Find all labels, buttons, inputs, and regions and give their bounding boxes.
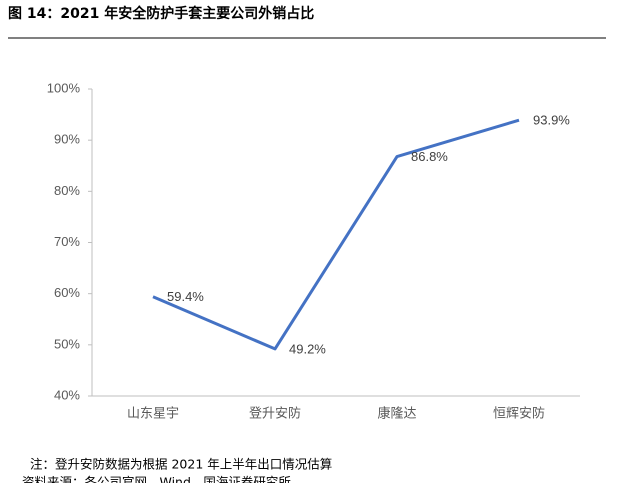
line: [152, 118, 520, 351]
y-tick-label: 70%: [54, 234, 80, 249]
y-tick-label: 40%: [54, 387, 80, 402]
y-tick-label: 50%: [54, 336, 80, 351]
note: 注：登升安防数据为根据 2021 年上半年出口情况估算: [30, 457, 332, 472]
value-label: 86.8%: [411, 149, 448, 164]
y-tick-label: 100%: [47, 80, 81, 95]
x-tick-label: 登升安防: [249, 405, 301, 420]
x-tick-label: 恒辉安防: [493, 405, 545, 420]
value-label: 49.2%: [289, 341, 326, 356]
chart-title: 图 14：2021 年安全防护手套主要公司外销占比: [8, 5, 314, 22]
y-tick-label: 60%: [54, 285, 80, 300]
x-tick-label: 康隆达: [377, 405, 416, 420]
y-tick-label: 80%: [54, 183, 80, 198]
source: 资料来源：各公司官网，Wind，国海证券研究所: [22, 475, 291, 483]
x-tick-label: 山东星宇: [127, 405, 179, 420]
y-tick-label: 90%: [54, 132, 80, 147]
value-label: 59.4%: [167, 289, 204, 304]
value-label: 93.9%: [533, 113, 570, 128]
